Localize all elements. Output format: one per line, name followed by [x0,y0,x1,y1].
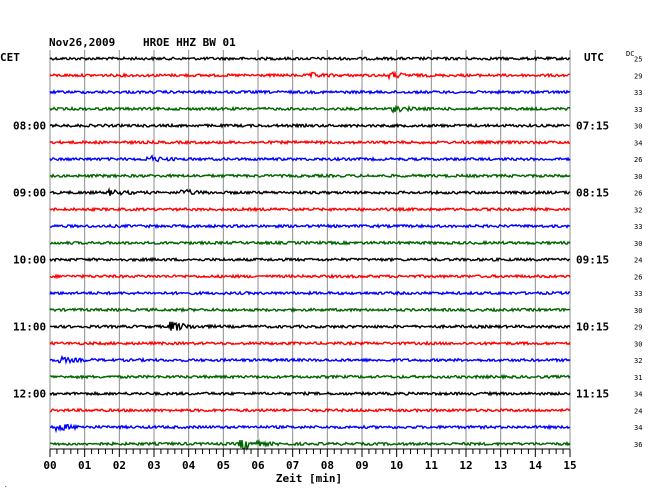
trace-12 [49,256,571,263]
x-tick-label-01: 01 [78,459,92,472]
trace-18 [49,354,571,365]
x-axis-label: Zeit [min] [276,472,342,485]
dc-offset-18: 32 [634,357,642,365]
right-hour-label-2: 09:15 [576,254,609,267]
left-hour-label-3: 11:00 [13,321,46,334]
trace-3 [49,104,571,114]
left-hour-label-2: 10:00 [13,254,46,267]
dc-offset-23: 36 [634,441,642,449]
trace-15 [49,306,571,313]
trace-16 [49,321,571,332]
dc-offset-8: 26 [634,190,642,198]
trace-6 [49,154,571,163]
time-labels: 25 29 33 33 30 34 26 30 26 32 33 30 24 26 33 30 29 30 32 31… [13,56,642,449]
dc-offset-21: 24 [634,407,642,415]
dc-offset-13: 26 [634,273,642,281]
trace-0 [49,55,571,62]
dc-offset-10: 33 [634,223,642,231]
dc-offset-19: 31 [634,374,642,382]
x-tick-label-12: 12 [459,459,472,472]
trace-9 [49,206,571,213]
x-tick-label-08: 08 [321,459,334,472]
x-tick-label-06: 06 [251,459,265,472]
x-axis: 00 01 02 03 04 05 06 07 08 09 10 11 12 13 14 15 [43,448,577,472]
dc-offset-5: 34 [634,139,642,147]
dc-offset-3: 33 [634,106,642,114]
dc-offset-2: 33 [634,89,642,97]
dc-offset-11: 30 [634,240,642,248]
x-tick-label-09: 09 [355,459,368,472]
trace-8 [49,186,571,197]
trace-20 [49,390,571,397]
x-tick-label-15: 15 [563,459,576,472]
chart-station: HROE HHZ BW 01 [143,36,236,49]
left-hour-label-4: 12:00 [13,388,46,401]
x-tick-label-04: 04 [182,459,196,472]
dc-label: DC [626,50,634,58]
x-tick-label-14: 14 [529,459,543,472]
dc-offset-16: 29 [634,324,642,332]
trace-5 [49,139,571,146]
trace-17 [49,340,571,347]
dc-offset-20: 34 [634,391,642,399]
dc-offset-1: 29 [634,72,642,80]
trace-22 [49,423,571,434]
dc-offset-9: 32 [634,206,642,214]
trace-14 [49,290,571,296]
x-tick-label-13: 13 [494,459,507,472]
x-tick-label-05: 05 [217,459,230,472]
left-zone-label: CET [0,51,20,64]
x-tick-label-10: 10 [390,459,403,472]
x-tick-label-03: 03 [147,459,160,472]
trace-11 [49,239,571,246]
trace-1 [49,70,571,81]
trace-2 [49,89,571,96]
right-hour-label-3: 10:15 [576,321,609,334]
dc-offset-7: 30 [634,173,642,181]
dc-offset-12: 24 [634,257,642,265]
right-hour-label-1: 08:15 [576,187,609,200]
right-hour-label-4: 11:15 [576,388,609,401]
trace-7 [49,173,571,179]
trace-23 [49,438,571,452]
trace-19 [49,373,571,381]
right-zone-label: UTC [584,51,604,64]
seismic-traces [49,55,571,452]
corner-mark: . [4,482,8,489]
dc-offset-22: 34 [634,424,642,432]
trace-21 [49,407,571,414]
x-tick-label-07: 07 [286,459,299,472]
left-hour-label-1: 09:00 [13,187,46,200]
x-tick-label-11: 11 [425,459,439,472]
trace-13 [49,273,571,280]
dc-offset-17: 30 [634,340,642,348]
dc-offset-0: 25 [634,56,642,64]
dc-offset-4: 30 [634,123,642,131]
left-hour-label-0: 08:00 [13,120,46,133]
trace-4 [49,122,571,129]
dc-offset-15: 30 [634,307,642,315]
trace-10 [49,223,571,230]
x-tick-label-02: 02 [113,459,126,472]
dc-offset-14: 33 [634,290,642,298]
x-tick-label-00: 00 [43,459,56,472]
chart-date: Nov26,2009 [49,36,115,49]
right-hour-label-0: 07:15 [576,120,609,133]
dc-offset-6: 26 [634,156,642,164]
minute-grid [49,50,571,449]
